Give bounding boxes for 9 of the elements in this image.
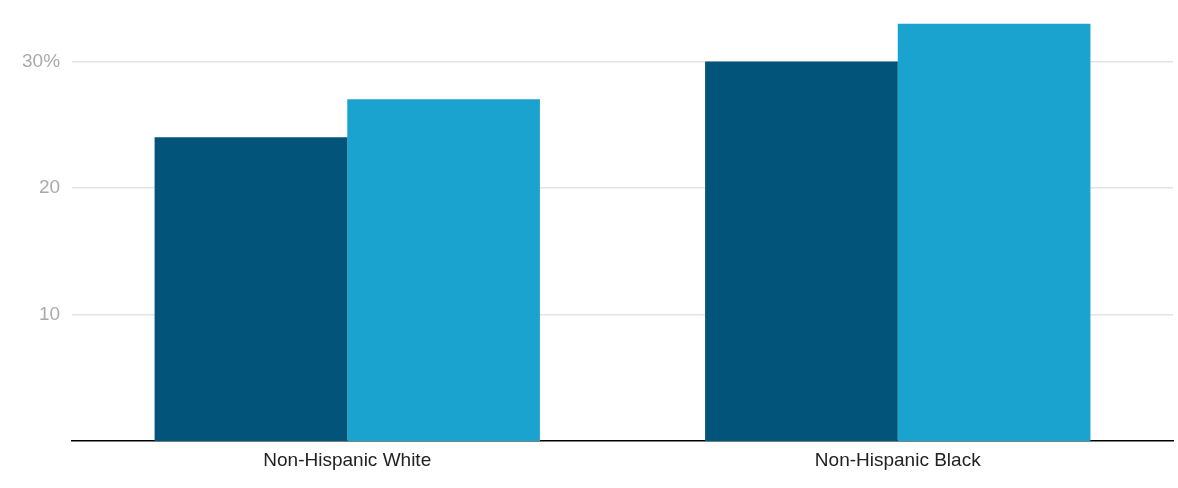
x-tick-label: Non-Hispanic White <box>263 448 432 470</box>
bar <box>347 99 540 442</box>
y-tick-label: 20 <box>38 176 61 198</box>
y-tick-label: 30% <box>22 49 61 71</box>
bar <box>705 61 898 442</box>
y-tick-label: 10 <box>38 302 61 324</box>
bar <box>154 137 348 442</box>
x-tick-label: Non-Hispanic Black <box>814 448 982 470</box>
bar <box>897 23 1091 442</box>
